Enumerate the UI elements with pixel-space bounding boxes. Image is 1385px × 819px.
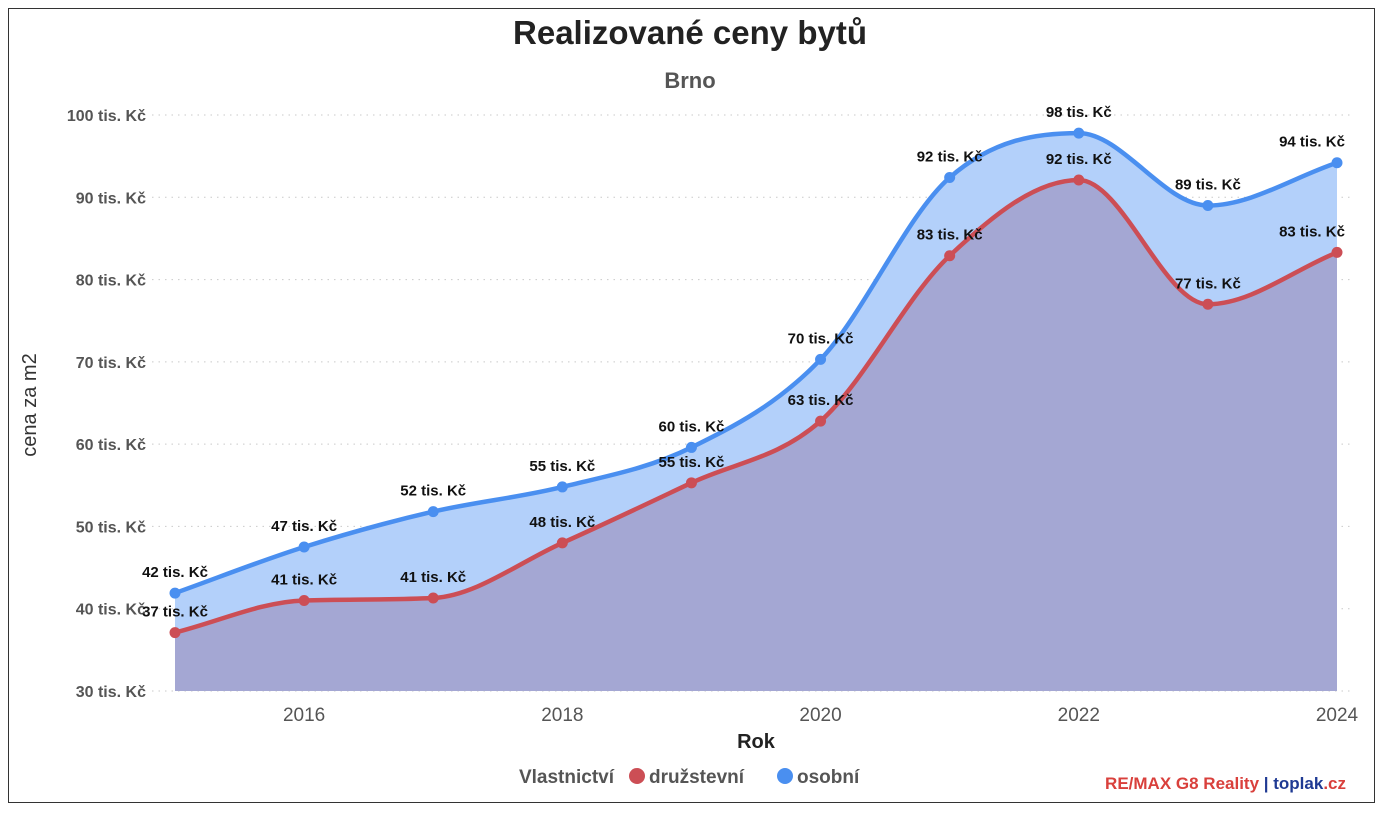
data-label-druzstevni: 55 tis. Kč bbox=[659, 454, 725, 471]
data-label-druzstevni: 63 tis. Kč bbox=[788, 392, 854, 409]
legend-label-druzstevni: družstevní bbox=[649, 767, 745, 788]
y-axis-ticks: 30 tis. Kč 40 tis. Kč 50 tis. Kč 60 tis. Kč… bbox=[67, 108, 146, 701]
data-label-druzstevni: 83 tis. Kč bbox=[1279, 223, 1345, 240]
branding-remax: RE/MAX G8 Reality bbox=[1105, 774, 1260, 793]
areas bbox=[175, 133, 1337, 692]
chart-subtitle: Brno bbox=[664, 68, 715, 93]
point-osobni bbox=[1331, 157, 1343, 169]
point-druzstevni bbox=[298, 594, 310, 606]
legend-label-osobni: osobní bbox=[797, 767, 860, 788]
data-label-osobni: 52 tis. Kč bbox=[400, 483, 466, 500]
data-label-druzstevni: 48 tis. Kč bbox=[529, 514, 595, 531]
y-tick-label: 60 tis. Kč bbox=[76, 437, 146, 454]
y-tick-label: 100 tis. Kč bbox=[67, 108, 146, 125]
branding-separator: | bbox=[1259, 774, 1273, 793]
y-tick-label: 50 tis. Kč bbox=[76, 519, 146, 536]
branding-toplak: toplak bbox=[1273, 774, 1324, 793]
point-osobni bbox=[169, 587, 181, 599]
series-points bbox=[169, 127, 1343, 639]
y-tick-label: 30 tis. Kč bbox=[76, 684, 146, 701]
data-label-osobni: 92 tis. Kč bbox=[917, 149, 983, 166]
legend-marker-druzstevni bbox=[629, 768, 645, 784]
point-druzstevni bbox=[685, 477, 697, 489]
point-druzstevni bbox=[556, 537, 568, 549]
point-osobni bbox=[1073, 127, 1085, 139]
data-label-osobni: 70 tis. Kč bbox=[788, 330, 854, 347]
x-tick-label: 2024 bbox=[1316, 705, 1359, 726]
x-tick-label: 2016 bbox=[283, 705, 325, 726]
point-druzstevni bbox=[169, 627, 181, 639]
data-label-osobni: 98 tis. Kč bbox=[1046, 104, 1112, 121]
data-label-druzstevni: 92 tis. Kč bbox=[1046, 151, 1112, 168]
legend-marker-osobni bbox=[777, 768, 793, 784]
point-osobni bbox=[944, 172, 956, 184]
x-tick-label: 2022 bbox=[1058, 705, 1100, 726]
data-labels: 42 tis. Kč 47 tis. Kč 52 tis. Kč 55 tis. Kč… bbox=[142, 104, 1345, 620]
series-lines bbox=[172, 130, 1340, 635]
point-druzstevni bbox=[1073, 174, 1085, 186]
data-label-osobni: 42 tis. Kč bbox=[142, 564, 208, 581]
point-osobni bbox=[298, 541, 310, 553]
data-label-osobni: 55 tis. Kč bbox=[529, 458, 595, 475]
data-label-osobni: 89 tis. Kč bbox=[1175, 177, 1241, 194]
data-label-osobni: 47 tis. Kč bbox=[271, 518, 337, 535]
data-label-osobni: 60 tis. Kč bbox=[659, 418, 725, 435]
branding: RE/MAX G8 Reality | toplak.cz bbox=[1105, 774, 1346, 793]
data-label-druzstevni: 41 tis. Kč bbox=[271, 571, 337, 588]
point-osobni bbox=[427, 506, 439, 518]
point-druzstevni bbox=[944, 250, 956, 262]
point-osobni bbox=[815, 353, 827, 365]
x-axis-title: Rok bbox=[737, 731, 776, 753]
area-druzstevni bbox=[175, 180, 1337, 691]
line-osobni bbox=[172, 130, 1340, 596]
data-label-druzstevni: 77 tis. Kč bbox=[1175, 275, 1241, 292]
legend-title: Vlastnictví bbox=[519, 767, 615, 788]
point-osobni bbox=[556, 481, 568, 493]
point-osobni bbox=[685, 441, 697, 453]
x-axis-ticks: 2016 2018 2020 2022 2024 bbox=[283, 705, 1359, 726]
data-label-druzstevni: 41 tis. Kč bbox=[400, 569, 466, 586]
y-tick-label: 80 tis. Kč bbox=[76, 273, 146, 290]
y-axis-title: cena za m2 bbox=[19, 353, 41, 456]
line-druzstevni bbox=[172, 177, 1340, 635]
data-label-druzstevni: 83 tis. Kč bbox=[917, 227, 983, 244]
legend: Vlastnictví družstevní osobní bbox=[519, 767, 860, 788]
point-osobni bbox=[1202, 200, 1214, 212]
point-druzstevni bbox=[815, 415, 827, 427]
point-druzstevni bbox=[1331, 246, 1343, 258]
x-tick-label: 2020 bbox=[799, 705, 841, 726]
branding-tld: .cz bbox=[1323, 774, 1346, 793]
y-tick-label: 40 tis. Kč bbox=[76, 602, 146, 619]
y-tick-label: 70 tis. Kč bbox=[76, 355, 146, 372]
chart-title: Realizované ceny bytů bbox=[513, 14, 867, 51]
data-label-druzstevni: 37 tis. Kč bbox=[142, 604, 208, 621]
x-tick-label: 2018 bbox=[541, 705, 583, 726]
point-druzstevni bbox=[427, 592, 439, 604]
data-label-osobni: 94 tis. Kč bbox=[1279, 134, 1345, 151]
point-druzstevni bbox=[1202, 298, 1214, 310]
y-tick-label: 90 tis. Kč bbox=[76, 190, 146, 207]
